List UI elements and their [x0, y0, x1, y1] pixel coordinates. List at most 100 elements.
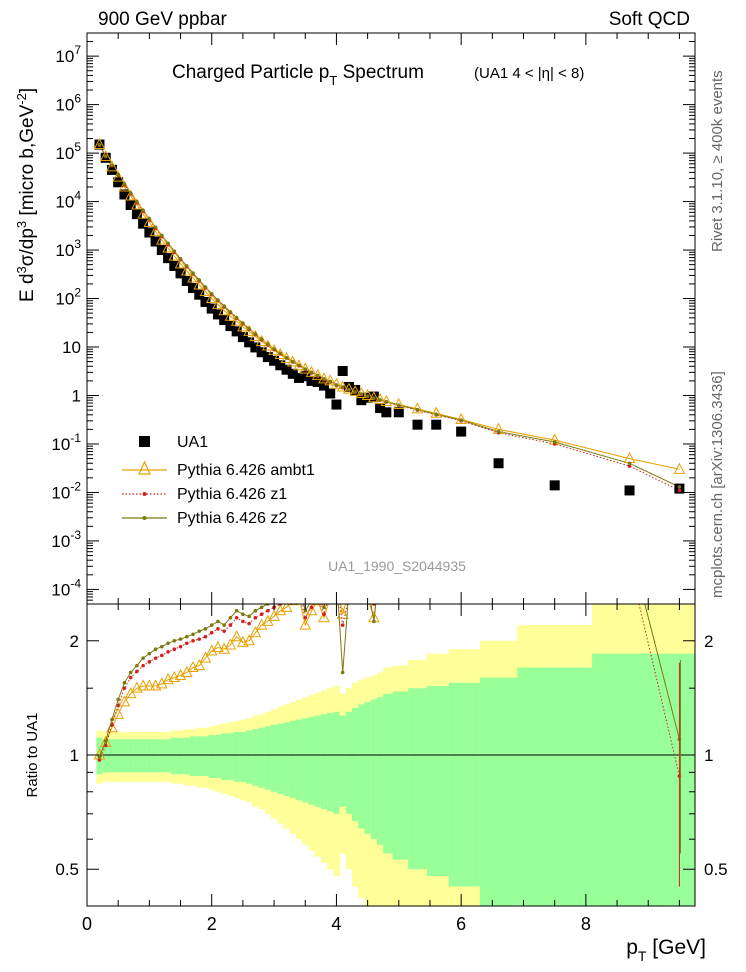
- main-point-z2: [384, 400, 389, 404]
- main-data-layer: [93, 137, 686, 496]
- main-point-ambt1: [124, 189, 137, 201]
- ratio-band-green: [448, 682, 481, 887]
- main-point-ambt1: [299, 362, 312, 374]
- ratio-point-z1: [303, 615, 308, 620]
- main-point-z2: [278, 351, 283, 356]
- ratio-point-z1: [247, 621, 251, 626]
- main-point-z2: [284, 355, 289, 360]
- ratio-point-z1: [228, 623, 233, 627]
- ratio-point-z1: [259, 612, 264, 616]
- ratio-point-z2: [135, 663, 139, 668]
- main-point-z2: [103, 154, 108, 158]
- main-point-ua1: [125, 199, 136, 210]
- main-y-tick-label: 104: [55, 189, 81, 212]
- main-point-ambt1: [268, 343, 280, 355]
- main-point-z2: [147, 217, 152, 221]
- main-point-ambt1: [430, 406, 443, 418]
- ratio-band-green: [289, 720, 297, 799]
- ratio-point-z2: [259, 605, 264, 610]
- main-point-ua1: [212, 309, 223, 320]
- main-y-tick-label: 102: [55, 286, 81, 309]
- main-point-ua1: [231, 326, 242, 337]
- ratio-point-ambt1: [205, 644, 218, 656]
- ratio-point-z2: [178, 637, 183, 641]
- main-point-ua1: [350, 384, 361, 395]
- ratio-band-green: [133, 739, 141, 773]
- ratio-band-green: [408, 688, 428, 870]
- main-point-z2: [203, 285, 208, 289]
- x-tick-label: 8: [581, 914, 591, 934]
- ratio-band-green: [258, 727, 266, 788]
- main-point-z2: [216, 298, 220, 302]
- main-point-ambt1: [280, 351, 293, 363]
- main-point-ambt1: [224, 309, 237, 321]
- main-point-z2: [116, 172, 120, 177]
- main-point-z2: [184, 264, 189, 268]
- ratio-point-z2: [147, 651, 152, 656]
- main-y-tick-label: 1: [72, 386, 81, 405]
- main-point-z2: [347, 387, 351, 392]
- ratio-band-green: [177, 737, 185, 775]
- ratio-point-ambt1: [124, 687, 137, 699]
- ratio-point-ambt1: [318, 611, 330, 623]
- main-point-ua1: [206, 303, 217, 314]
- ratio-point-ambt1: [156, 677, 168, 689]
- main-point-ambt1: [343, 382, 355, 394]
- main-point-ambt1: [349, 385, 361, 397]
- main-point-ua1: [287, 368, 298, 379]
- ratio-point-z2: [197, 629, 202, 633]
- ratio-point-ambt1: [143, 679, 156, 691]
- ratio-point-ambt1: [193, 659, 206, 671]
- main-point-z2: [222, 304, 226, 308]
- ratio-point-ambt1: [286, 604, 299, 606]
- ratio-point-z2: [303, 608, 308, 613]
- ratio-band-green: [221, 733, 228, 780]
- ratio-point-z1: [160, 653, 164, 658]
- ratio-point-ambt1: [118, 695, 131, 707]
- main-point-z2: [353, 390, 357, 394]
- ratio-band-green: [171, 737, 178, 775]
- main-point-ua1: [343, 381, 354, 392]
- main-point-ua1: [356, 395, 367, 406]
- main-point-z2: [160, 233, 164, 238]
- ratio-band-green: [277, 723, 284, 794]
- ratio-y-axis-label: Ratio to UA1: [24, 712, 41, 797]
- ratio-point-z1: [191, 638, 195, 643]
- main-point-ambt1: [324, 374, 337, 386]
- ratio-point-z1: [322, 612, 326, 616]
- ratio-point-ambt1: [249, 626, 262, 638]
- ratio-point-z2: [222, 623, 226, 627]
- ratio-band-green: [239, 731, 247, 782]
- main-point-ua1: [269, 355, 280, 366]
- main-point-ambt1: [99, 149, 112, 162]
- main-point-ua1: [219, 315, 230, 326]
- main-point-z2: [322, 377, 326, 381]
- main-point-ua1: [549, 480, 560, 491]
- main-point-ambt1: [311, 368, 324, 380]
- main-point-z2: [178, 256, 183, 261]
- main-point-ambt1: [673, 462, 686, 474]
- main-point-ambt1: [212, 298, 224, 310]
- ratio-band-green: [127, 739, 135, 773]
- ratio-band-green: [202, 736, 210, 777]
- main-point-z2: [241, 321, 245, 325]
- main-point-z2: [496, 429, 501, 434]
- main-point-ua1: [175, 268, 186, 279]
- x-tick-label: 2: [207, 914, 217, 934]
- ratio-y-tick-label-right: 2: [704, 632, 713, 651]
- legend-label-z1: Pythia 6.426 z1: [177, 486, 287, 503]
- main-point-ambt1: [199, 284, 212, 296]
- ratio-band-green: [140, 739, 147, 773]
- main-point-ua1: [237, 332, 248, 343]
- main-point-ua1: [312, 376, 323, 387]
- ratio-point-z2: [184, 634, 189, 639]
- main-point-ambt1: [286, 355, 299, 367]
- main-point-ua1: [456, 426, 467, 437]
- ratio-point-z2: [103, 738, 108, 743]
- main-y-tick-label: 10: [62, 338, 81, 357]
- ratio-y-tick-label-right: 1: [704, 746, 713, 765]
- ratio-point-z1: [253, 615, 258, 620]
- main-plot: 10-4 10-3 10-2 10-1 1 10 102 103 104 105 106 107 Ch…: [14, 32, 696, 605]
- main-point-z2: [303, 367, 308, 371]
- ratio-point-z1: [241, 619, 245, 624]
